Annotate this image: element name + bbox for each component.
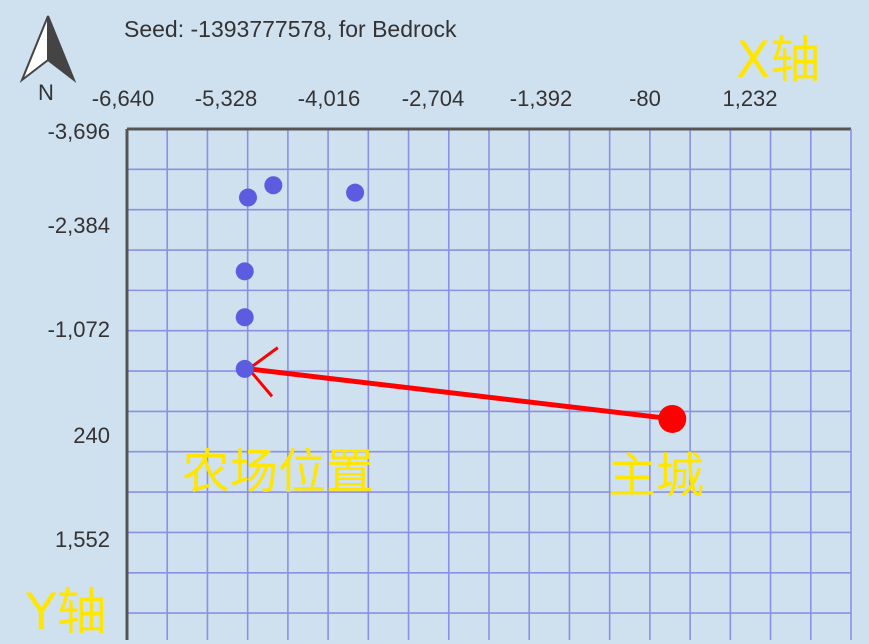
map-grid — [127, 129, 851, 640]
y-tick-label: 1,552 — [54, 527, 110, 552]
y-axis-title: Y轴 — [26, 583, 107, 641]
farm-marker — [235, 308, 254, 327]
x-tick-label: -1,392 — [509, 86, 573, 111]
farm-marker — [264, 176, 283, 195]
farm-marker — [235, 359, 254, 378]
farm-marker — [238, 188, 257, 207]
markers-layer — [235, 176, 687, 433]
route-arrow-line — [246, 366, 675, 422]
y-tick-label: -1,072 — [47, 317, 110, 342]
x-tick-label: -5,328 — [194, 86, 258, 111]
north-arrow-icon — [19, 15, 77, 84]
seed-label: Seed: -1393777578, for Bedrock — [124, 16, 457, 42]
x-tick-label: -4,016 — [297, 86, 361, 111]
x-tick-label: -80 — [629, 86, 661, 111]
farm-location-annotation: 农场位置 — [182, 444, 375, 500]
x-tick-label: 1,232 — [722, 86, 778, 111]
x-axis-title: X轴 — [736, 31, 821, 89]
main-city-annotation: 主城 — [608, 448, 705, 504]
north-label: N — [38, 80, 54, 105]
y-tick-label: 240 — [73, 423, 110, 448]
route-arrow — [246, 346, 675, 422]
map-axes — [125, 127, 852, 640]
y-tick-label: -3,696 — [47, 119, 110, 144]
farm-marker — [346, 183, 365, 202]
y-tick-label: -2,384 — [47, 213, 110, 238]
farm-marker — [235, 262, 254, 281]
main-city-marker — [658, 404, 687, 433]
x-tick-label: -2,704 — [401, 86, 465, 111]
x-tick-label: -6,640 — [91, 86, 155, 111]
